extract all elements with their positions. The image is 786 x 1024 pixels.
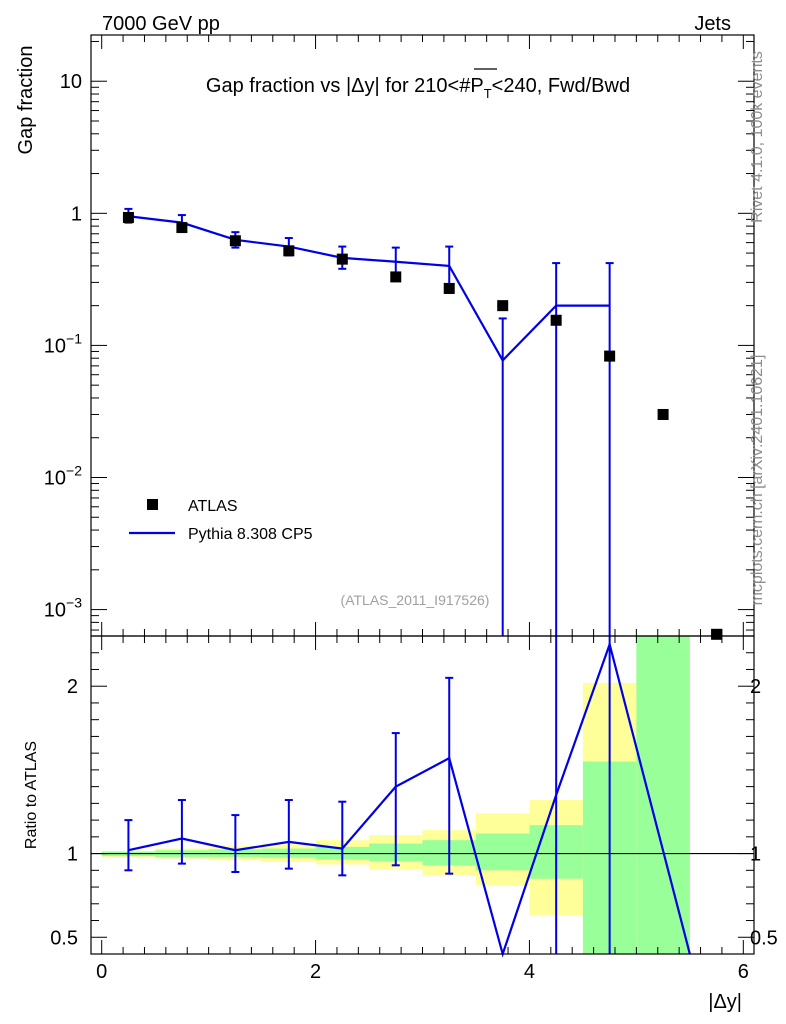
atlas-point bbox=[550, 314, 562, 326]
y-axis-label-main: Gap fraction bbox=[15, 46, 37, 155]
axis-ticks: 0 2 4 6 10 1 10−1 10−2 10−3 0.5 0.5 1 1 2 2 bbox=[44, 35, 778, 983]
y-tick-label-ratio: 2 bbox=[67, 676, 78, 698]
title-part-2: Δ bbox=[351, 75, 364, 97]
title-part-1: Gap fraction vs | bbox=[206, 75, 351, 97]
pythia-line bbox=[128, 215, 610, 363]
atlas-point bbox=[604, 350, 616, 362]
atlas-point bbox=[711, 628, 723, 640]
atlas-point bbox=[443, 282, 455, 294]
ratio-line bbox=[128, 640, 691, 958]
data-series bbox=[122, 207, 723, 958]
y-tick-label-ratio-right: 1 bbox=[750, 844, 761, 866]
mcplots-label: mcplots.cern.ch [arXiv:2401.10621] bbox=[749, 355, 766, 606]
y-tick-label-ratio: 1 bbox=[67, 844, 78, 866]
legend-atlas-label: ATLAS bbox=[188, 498, 238, 515]
atlas-point bbox=[283, 245, 295, 257]
rivet-label: Rivet 4.1.0, 100k events bbox=[749, 51, 766, 223]
y-tick-label-main: 10 bbox=[60, 71, 82, 93]
title-p: P bbox=[470, 75, 483, 97]
header-right: Jets bbox=[694, 13, 731, 35]
atlas-point bbox=[390, 271, 402, 283]
y-tick-label-main: 10−2 bbox=[44, 462, 82, 489]
y-tick-label-ratio-right: 0.5 bbox=[750, 927, 778, 949]
x-axis-label: |Δy| bbox=[708, 991, 742, 1013]
y-axis-label-ratio: Ratio to ATLAS bbox=[23, 741, 40, 849]
header-left: 7000 GeV pp bbox=[102, 13, 220, 35]
x-tick-label: 4 bbox=[524, 961, 535, 983]
atlas-point bbox=[657, 408, 669, 420]
main-frame bbox=[90, 34, 755, 637]
x-tick-label: 0 bbox=[96, 961, 107, 983]
legend-pythia-label: Pythia 8.308 CP5 bbox=[188, 526, 313, 543]
atlas-point bbox=[336, 253, 348, 265]
y-tick-label-main: 10−3 bbox=[44, 595, 82, 622]
y-tick-label-ratio: 0.5 bbox=[50, 927, 78, 949]
atlas-point bbox=[176, 222, 188, 234]
atlas-point bbox=[229, 235, 241, 247]
title-part-4: <240, Fwd/Bwd bbox=[492, 75, 630, 97]
atlas-point bbox=[497, 300, 509, 312]
atlas-point bbox=[122, 211, 134, 223]
green-band-bin bbox=[636, 636, 690, 954]
x-tick-label: 2 bbox=[310, 961, 321, 983]
plot-title: Gap fraction vs |Δy| for 210<#PT<240, Fw… bbox=[206, 75, 630, 101]
y-tick-label-ratio-right: 2 bbox=[750, 676, 761, 698]
title-subscript: T bbox=[484, 86, 492, 101]
y-tick-label-main: 10−1 bbox=[44, 330, 82, 357]
y-tick-label-main: 1 bbox=[71, 203, 82, 225]
green-band-bin bbox=[475, 833, 530, 871]
x-tick-label: 6 bbox=[738, 961, 749, 983]
legend-atlas-marker bbox=[147, 499, 158, 510]
title-part-3: y| for 210<# bbox=[365, 75, 472, 97]
analysis-label: (ATLAS_2011_I917526) bbox=[341, 592, 490, 608]
